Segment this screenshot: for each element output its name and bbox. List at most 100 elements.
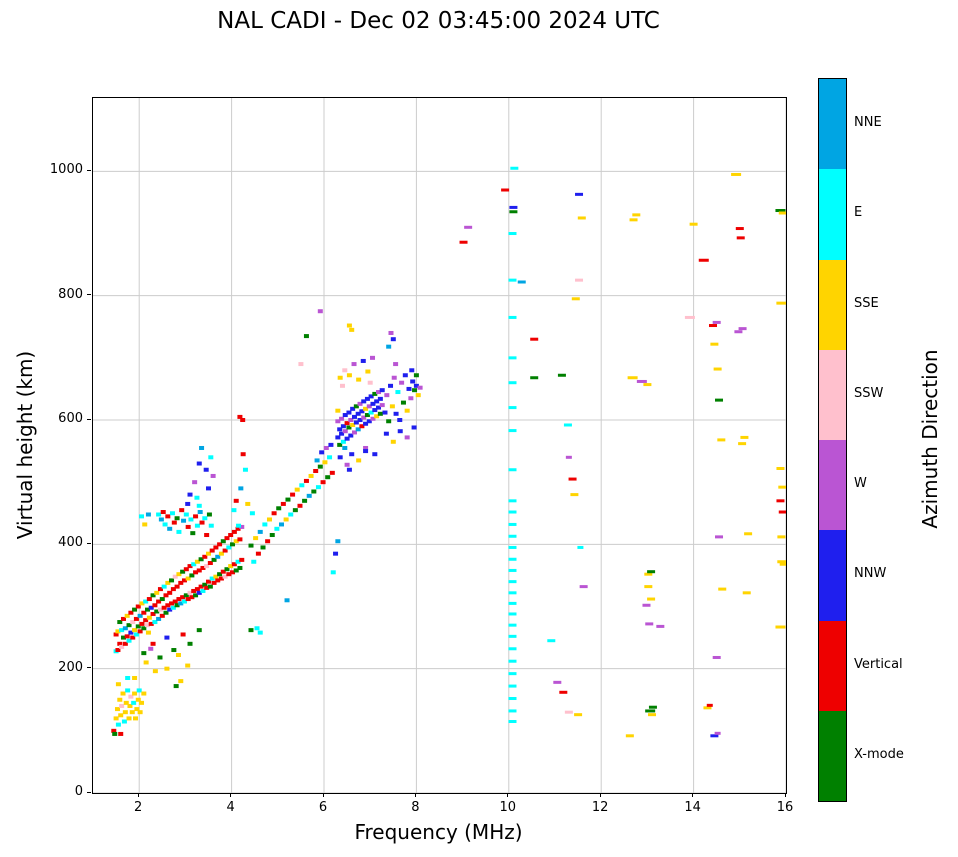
scatter-point <box>329 470 335 475</box>
scatter-point <box>134 707 140 712</box>
scatter-point <box>366 419 372 424</box>
scatter-point <box>196 503 202 508</box>
scatter-point <box>575 278 584 282</box>
scatter-point <box>399 380 405 385</box>
scatter-point <box>363 449 369 454</box>
scatter-point <box>141 691 147 696</box>
scatter-point <box>508 684 517 688</box>
scatter-point <box>353 404 359 409</box>
scatter-point <box>364 413 370 418</box>
scatter-point <box>508 468 517 472</box>
scatter-point <box>169 601 175 606</box>
x-tick-mark <box>322 793 324 797</box>
scatter-point <box>174 584 180 589</box>
scatter-point <box>335 408 341 413</box>
scatter-point <box>260 545 266 550</box>
scatter-point <box>220 569 226 574</box>
plot-area <box>92 97 787 794</box>
colorbar-label-e: E <box>854 205 863 221</box>
scatter-point <box>379 403 385 408</box>
y-tick-label: 1000 <box>49 162 83 178</box>
scatter-point <box>322 460 328 465</box>
scatter-point <box>204 533 210 538</box>
scatter-point <box>377 396 383 401</box>
scatter-point <box>715 398 724 402</box>
scatter-point <box>115 629 121 634</box>
scatter-point <box>360 358 366 363</box>
scatter-point <box>382 410 388 415</box>
scatter-point <box>185 524 191 529</box>
scatter-point <box>547 639 556 643</box>
colorbar-title: Azimuth Direction <box>918 349 942 529</box>
scatter-point <box>115 722 121 727</box>
scatter-point <box>636 379 647 383</box>
scatter-point <box>137 710 143 715</box>
scatter-point <box>176 572 182 577</box>
scatter-point <box>778 211 786 215</box>
scatter-point <box>357 401 363 406</box>
scatter-point <box>200 588 206 593</box>
y-tick-mark <box>87 542 91 544</box>
scatter-point <box>157 607 163 612</box>
scatter-point <box>122 626 128 631</box>
scatter-point <box>220 539 226 544</box>
scatter-point <box>351 414 357 419</box>
scatter-point <box>165 580 171 585</box>
scatter-point <box>706 703 713 707</box>
scatter-point <box>389 404 395 409</box>
scatter-point <box>508 659 517 663</box>
scatter-point <box>689 222 698 226</box>
scatter-point <box>123 700 129 705</box>
scatter-point <box>222 548 228 553</box>
scatter-point <box>319 450 325 455</box>
scatter-point <box>156 512 162 517</box>
colorbar-label-ssw: SSW <box>854 385 884 401</box>
scatter-point <box>209 548 215 553</box>
scatter-point <box>349 452 355 457</box>
scatter-point <box>776 467 785 471</box>
scatter-point <box>210 473 216 478</box>
scatter-point <box>292 508 298 513</box>
scatter-point <box>709 324 718 328</box>
x-tick-label: 2 <box>134 800 143 815</box>
scatter-point <box>383 431 389 436</box>
scatter-point <box>203 467 209 472</box>
scatter-point <box>200 565 206 570</box>
scatter-point <box>248 543 254 548</box>
scatter-point <box>131 700 137 705</box>
scatter-point <box>230 542 236 547</box>
scatter-point <box>346 373 352 378</box>
scatter-point <box>779 562 786 566</box>
scatter-point <box>363 406 369 411</box>
scatter-point <box>340 424 346 429</box>
scatter-point <box>211 557 217 562</box>
scatter-point <box>231 529 237 534</box>
scatter-point <box>224 567 230 572</box>
scatter-point <box>508 720 517 724</box>
x-tick-mark <box>137 793 139 797</box>
scatter-point <box>124 613 130 618</box>
scatter-point <box>570 493 579 497</box>
scatter-point <box>148 646 154 651</box>
scatter-point <box>342 429 348 434</box>
scatter-point <box>303 334 309 339</box>
scatter-point <box>235 526 241 531</box>
scatter-point <box>778 485 786 489</box>
scatter-point <box>122 641 128 646</box>
scatter-point <box>404 408 410 413</box>
scatter-point <box>508 647 517 651</box>
scatter-point <box>128 630 134 635</box>
scatter-point <box>175 652 181 657</box>
scatter-point <box>412 388 418 393</box>
scatter-point <box>565 455 572 459</box>
scatter-point <box>306 493 312 498</box>
scatter-point <box>249 511 255 516</box>
scatter-point <box>139 700 145 705</box>
scatter-point <box>266 517 272 522</box>
scatter-point <box>228 533 234 538</box>
scatter-point <box>346 323 352 328</box>
scatter-point <box>357 418 363 423</box>
x-tick-label: 14 <box>684 800 701 815</box>
scatter-point <box>508 429 517 433</box>
scatter-point <box>317 309 323 314</box>
